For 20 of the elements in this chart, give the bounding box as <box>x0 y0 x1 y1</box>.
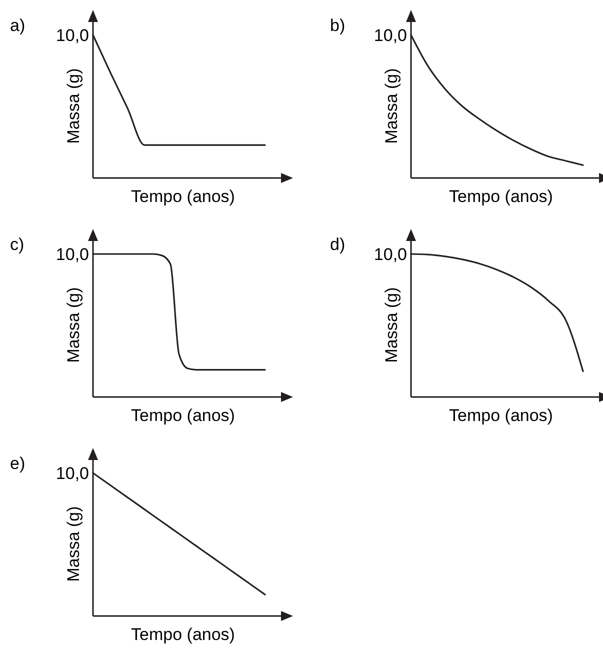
y-axis-title: Massa (g) <box>64 287 83 363</box>
x-axis-title: Tempo (anos) <box>449 187 553 206</box>
y-axis-title: Massa (g) <box>64 506 83 582</box>
chart-title: d) <box>330 235 346 254</box>
text: 10,0 <box>374 26 407 45</box>
text: 10,0 <box>56 464 89 483</box>
x-axis-title: Tempo (anos) <box>131 625 235 644</box>
text: 10,0 <box>56 245 89 264</box>
chart-title: a) <box>10 16 26 35</box>
text: 10,0 <box>374 245 407 264</box>
text: 10,0 <box>56 26 89 45</box>
y-axis-title: Massa (g) <box>64 68 83 144</box>
x-axis-title: Tempo (anos) <box>131 187 235 206</box>
chart-title: e) <box>10 454 26 473</box>
chart-title: b) <box>330 16 346 35</box>
y-axis-title: Massa (g) <box>382 287 401 363</box>
chart-title: c) <box>10 235 24 254</box>
x-axis-title: Tempo (anos) <box>131 406 235 425</box>
y-axis-title: Massa (g) <box>382 68 401 144</box>
x-axis-title: Tempo (anos) <box>449 406 553 425</box>
